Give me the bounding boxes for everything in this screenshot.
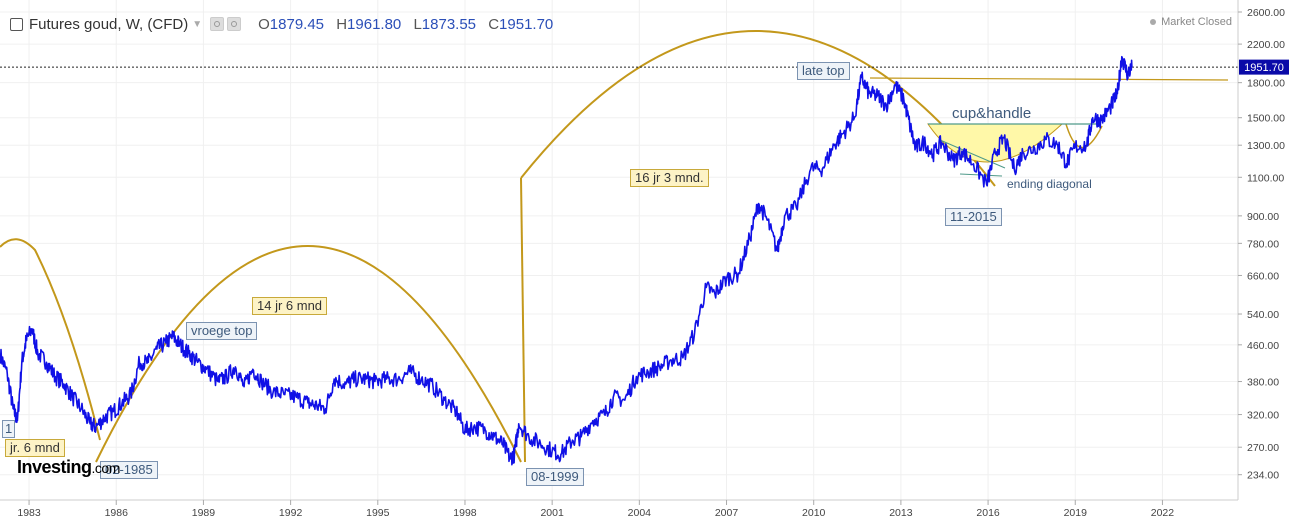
- cycle-drop-1999: [520, 177, 526, 463]
- handle-arc: [1065, 123, 1103, 149]
- y-tick-label: 380.00: [1247, 377, 1279, 389]
- x-tick-label: 1992: [279, 507, 303, 519]
- grid-lines: [0, 0, 1238, 500]
- status-dot-icon: [1150, 19, 1157, 25]
- close-label: C: [488, 15, 500, 33]
- x-axis: 1983 1986 1989 1992 1995 1998 2001 2004 2007 2010…: [17, 500, 1174, 519]
- annotation-vroege-top[interactable]: vroege top: [186, 322, 258, 340]
- annotation-cup-handle[interactable]: cup&handle: [952, 105, 1032, 122]
- annotation-16-jr-3-mnd[interactable]: 16 jr 3 mnd.: [630, 169, 709, 187]
- chevron-down-icon[interactable]: ▼: [192, 18, 203, 30]
- market-status: Market Closed: [1150, 16, 1232, 28]
- y-tick-label: 270.00: [1247, 442, 1279, 454]
- y-tick-label: 540.00: [1247, 309, 1279, 321]
- annotation-08-1999[interactable]: 08-1999: [526, 468, 584, 486]
- x-tick-label: 1986: [105, 507, 129, 519]
- annotation-11-2015[interactable]: 11-2015: [945, 208, 1002, 226]
- y-tick-label: 1500.00: [1247, 113, 1285, 125]
- annotation-14-jr-6-mnd[interactable]: 14 jr 6 mnd: [252, 297, 328, 315]
- x-tick-label: 1995: [366, 507, 390, 519]
- settings-icon[interactable]: [227, 17, 242, 31]
- cycle-arc-1982: [0, 238, 101, 441]
- current-price-tag: 1951.70: [1239, 59, 1289, 75]
- chart-title: Futures goud, W, (CFD): [29, 15, 189, 33]
- low-label: L: [413, 15, 422, 33]
- x-tick-label: 2016: [976, 507, 1000, 519]
- symbol-icon[interactable]: [10, 17, 23, 31]
- visibility-icon[interactable]: [210, 17, 225, 31]
- annotation-1[interactable]: 1: [2, 420, 16, 438]
- x-tick-label: 2010: [802, 507, 826, 519]
- y-axis: 2600.00 2200.00 1800.00 1500.00 1300.00 1100.…: [1238, 7, 1285, 482]
- x-tick-label: 2019: [1064, 507, 1088, 519]
- open-label: O: [258, 15, 270, 33]
- x-tick-label: 2022: [1151, 507, 1175, 519]
- high-value: 1961.80: [347, 15, 402, 33]
- ending-diagonal-upper: [939, 139, 1006, 169]
- high-label: H: [336, 15, 348, 33]
- y-tick-label: 234.00: [1247, 470, 1279, 482]
- x-tick-label: 2004: [628, 507, 652, 519]
- cycle-arc-1985-1999: [95, 245, 522, 463]
- y-tick-label: 1300.00: [1247, 140, 1285, 152]
- x-tick-label: 2013: [889, 507, 913, 519]
- logo-name: Investing: [17, 457, 92, 477]
- annotation-02-1985[interactable]: 02-1985: [100, 461, 158, 479]
- annotation-jr-6-mnd[interactable]: jr. 6 mnd: [5, 439, 65, 457]
- y-tick-label: 1100.00: [1247, 172, 1284, 184]
- x-tick-label: 1998: [453, 507, 477, 519]
- y-tick-label: 2200.00: [1247, 39, 1285, 51]
- resistance-line: [869, 77, 1229, 81]
- y-tick-label: 320.00: [1247, 410, 1279, 422]
- annotation-ending-diagonal[interactable]: ending diagonal: [1007, 177, 1092, 191]
- x-tick-label: 2007: [715, 507, 739, 519]
- logo-suffix: .com: [91, 460, 121, 476]
- ohlc-values: O1879.45 H1961.80 L1873.55 C1951.70: [250, 16, 553, 33]
- y-tick-label: 460.00: [1247, 340, 1279, 352]
- investing-logo: Investing.com: [17, 457, 120, 478]
- market-status-text: Market Closed: [1161, 16, 1232, 28]
- cycle-arc-1999-2015: [520, 30, 996, 187]
- x-tick-label: 2001: [540, 507, 564, 519]
- y-tick-label: 660.00: [1247, 270, 1279, 282]
- price-series: [0, 55, 1133, 466]
- x-tick-label: 1983: [17, 507, 41, 519]
- svg-text:1951.70: 1951.70: [1244, 62, 1284, 74]
- price-line: [0, 55, 1133, 466]
- y-tick-label: 2600.00: [1247, 7, 1285, 19]
- y-tick-label: 900.00: [1247, 211, 1279, 223]
- chart-header: Futures goud, W, (CFD) ▼ O1879.45 H1961.…: [0, 13, 553, 35]
- open-value: 1879.45: [269, 15, 325, 33]
- y-tick-label: 780.00: [1247, 238, 1279, 250]
- low-value: 1873.55: [421, 15, 477, 33]
- close-value: 1951.70: [499, 15, 554, 33]
- y-tick-label: 1800.00: [1247, 78, 1285, 90]
- annotation-late-top[interactable]: late top: [797, 62, 850, 80]
- x-tick-label: 1989: [192, 507, 216, 519]
